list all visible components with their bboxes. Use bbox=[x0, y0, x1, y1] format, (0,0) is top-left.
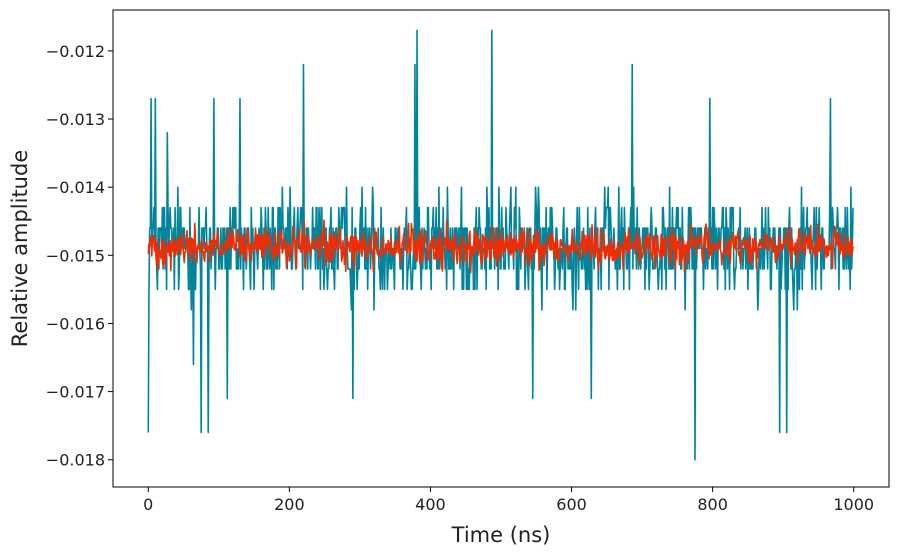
y-tick-label: −0.013 bbox=[46, 110, 105, 129]
x-tick-label: 800 bbox=[697, 495, 728, 514]
x-tick-label: 1000 bbox=[833, 495, 874, 514]
y-tick-label: −0.016 bbox=[46, 314, 105, 333]
x-tick-label: 400 bbox=[415, 495, 446, 514]
series-line-2 bbox=[147, 219, 854, 274]
y-axis: −0.012 −0.013 −0.014 −0.015 −0.016 −0.017 −0.0… bbox=[46, 42, 113, 470]
x-axis-title: Time (ns) bbox=[451, 523, 551, 547]
y-tick-label: −0.015 bbox=[46, 246, 105, 265]
series-layer bbox=[147, 29, 854, 461]
y-tick-label: −0.018 bbox=[46, 451, 105, 470]
x-tick-label: 600 bbox=[556, 495, 587, 514]
x-tick-label: 200 bbox=[274, 495, 305, 514]
x-tick-label: 0 bbox=[143, 495, 153, 514]
plot-frame bbox=[112, 9, 890, 488]
y-tick-label: −0.014 bbox=[46, 178, 105, 197]
y-tick-label: −0.017 bbox=[46, 383, 105, 402]
y-tick-label: −0.012 bbox=[46, 42, 105, 61]
x-axis: 0 200 400 600 800 1000 bbox=[143, 487, 874, 514]
y-axis-title: Relative amplitude bbox=[8, 150, 32, 347]
series-line-1 bbox=[147, 29, 854, 461]
